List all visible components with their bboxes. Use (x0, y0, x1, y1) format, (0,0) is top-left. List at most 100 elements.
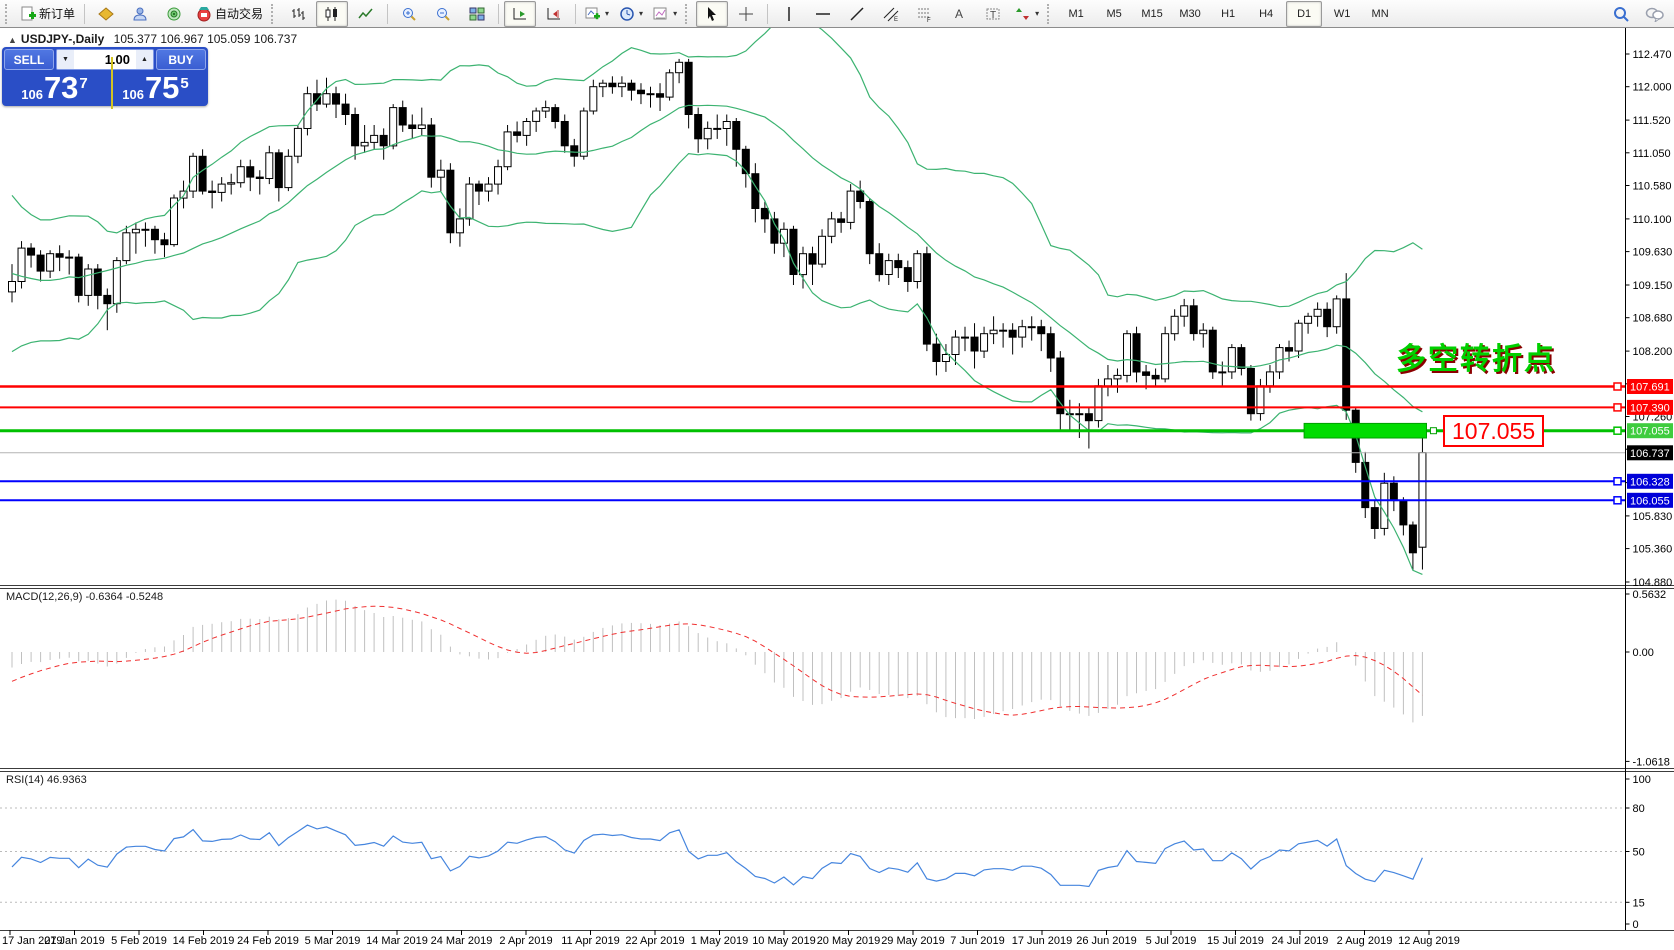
separator (498, 3, 500, 24)
svg-text:T: T (990, 10, 996, 21)
zoom-out-button[interactable] (427, 1, 459, 27)
volume-value[interactable]: 1.00 (104, 52, 130, 67)
periods-clock-button[interactable]: ▾ (615, 1, 647, 27)
timeframe-button-M15[interactable]: M15 (1141, 7, 1163, 20)
new-order-button[interactable]: 新订单 (16, 1, 79, 27)
vertical-line-button[interactable] (773, 1, 805, 27)
new-order-icon (20, 6, 36, 22)
candles-layer (8, 58, 1427, 571)
horizontal-line-objects[interactable] (0, 382, 1625, 505)
auto-scroll-button[interactable] (504, 0, 537, 27)
rsi-line (11, 824, 1423, 888)
svg-text:14 Mar 2019: 14 Mar 2019 (366, 935, 428, 947)
templates-button[interactable]: ▾ (649, 1, 681, 27)
svg-text:107.055: 107.055 (1630, 426, 1670, 438)
svg-text:29 May 2019: 29 May 2019 (881, 935, 945, 947)
buy-price[interactable]: 106 75 5 (105, 71, 206, 103)
turning-point-annotation[interactable]: 多空转折点 (1396, 343, 1556, 377)
svg-text:5 Mar 2019: 5 Mar 2019 (305, 935, 361, 947)
chart-ohlc-values: 105.377 106.967 105.059 106.737 (113, 32, 298, 46)
timeframe-button-MN[interactable]: MN (1371, 7, 1389, 20)
new-chart-button[interactable]: ▾ (581, 1, 613, 27)
text-label-icon: T (985, 6, 1001, 22)
svg-text:20 May 2019: 20 May 2019 (817, 935, 881, 947)
svg-text:17 Jun 2019: 17 Jun 2019 (1012, 935, 1073, 947)
separator (767, 3, 769, 24)
chat-button[interactable] (1639, 1, 1671, 27)
svg-text:106.737: 106.737 (1630, 448, 1670, 460)
volume-increase-button[interactable]: ▲ (136, 50, 153, 69)
collapse-triangle-icon[interactable]: ▲ (8, 35, 17, 45)
chart-candles-button[interactable] (316, 0, 349, 27)
profile-button[interactable] (124, 1, 156, 27)
timeframe-button-M5[interactable]: M5 (1106, 7, 1122, 20)
arrows-button[interactable]: ▾ (1011, 1, 1043, 27)
svg-text:11 Apr 2019: 11 Apr 2019 (561, 935, 620, 947)
cursor-button[interactable] (696, 0, 729, 27)
zoom-in-button[interactable] (393, 1, 425, 27)
cursor-icon (704, 6, 720, 22)
equidistant-channel-icon: E (883, 6, 899, 22)
svg-text:106.328: 106.328 (1630, 476, 1670, 488)
toolbar-grip[interactable] (271, 3, 278, 24)
svg-text:105.360: 105.360 (1633, 544, 1673, 556)
text-button[interactable]: A (943, 1, 975, 27)
highlight-rectangle (1303, 422, 1427, 439)
text-label-button[interactable]: T (977, 1, 1009, 27)
vertical-line-object[interactable] (111, 57, 113, 109)
auto-scroll-icon (512, 6, 528, 22)
price-level-box[interactable]: 107.055 (1443, 414, 1545, 447)
fibonacci-button[interactable]: F (909, 1, 941, 27)
toolbar-grip[interactable] (5, 3, 12, 24)
svg-text:E: E (894, 17, 898, 22)
zoom-out-icon (435, 6, 451, 22)
rsi-axis-labels: 100 80 50 15 0 (1625, 774, 1651, 931)
svg-text:108.200: 108.200 (1633, 346, 1673, 358)
chart-bars-button[interactable] (282, 1, 314, 27)
chart-line-button[interactable] (350, 1, 382, 27)
sell-price[interactable]: 106 73 7 (4, 71, 105, 103)
svg-text:A: A (955, 7, 963, 21)
svg-text:80: 80 (1633, 803, 1645, 815)
trendline-button[interactable] (841, 1, 873, 27)
timeframe-button-D1[interactable]: D1 (1286, 0, 1323, 27)
fibonacci-icon: F (917, 6, 933, 22)
svg-text:100: 100 (1633, 774, 1651, 786)
buy-button[interactable]: BUY (156, 49, 206, 70)
search-button[interactable] (1605, 1, 1637, 27)
svg-text:22 Apr 2019: 22 Apr 2019 (625, 935, 684, 947)
toolbar-grip[interactable] (685, 3, 692, 24)
toolbar-grip[interactable] (1047, 3, 1054, 24)
timeframe-button-W1[interactable]: W1 (1333, 7, 1351, 20)
chart-title: ▲ USDJPY-,Daily 105.377 106.967 105.059 1… (8, 32, 297, 46)
timeframe-button-H1[interactable]: H1 (1221, 7, 1236, 20)
svg-text:12 Aug 2019: 12 Aug 2019 (1398, 935, 1460, 947)
timeframe-button-M1[interactable]: M1 (1068, 7, 1084, 20)
sell-price-pip-digit: 7 (79, 75, 88, 92)
auto-trading-button[interactable]: 自动交易 (192, 1, 267, 27)
volume-decrease-button[interactable]: ▼ (57, 50, 74, 69)
equidistant-channel-button[interactable]: E (875, 1, 907, 27)
chart-symbol-period: USDJPY-,Daily (20, 32, 105, 46)
separator (575, 3, 577, 24)
svg-text:24 Mar 2019: 24 Mar 2019 (431, 935, 493, 947)
signals-button[interactable] (158, 1, 190, 27)
bollinger-bands (11, 28, 1423, 575)
sell-price-handle: 106 (21, 87, 43, 102)
crosshair-button[interactable] (730, 1, 762, 27)
tile-windows-button[interactable] (461, 1, 493, 27)
vertical-line-icon (781, 6, 797, 22)
macd-indicator-label: MACD(12,26,9) -0.6364 -0.5248 (6, 591, 164, 603)
volume-spinner: ▼ 1.00 ▲ (56, 49, 154, 70)
gold-diamond-button[interactable] (90, 1, 122, 27)
svg-text:110.100: 110.100 (1633, 214, 1672, 226)
chart-shift-button[interactable] (538, 1, 570, 27)
svg-text:0.5632: 0.5632 (1633, 589, 1667, 601)
svg-text:105.830: 105.830 (1633, 511, 1673, 523)
timeframe-button-M30[interactable]: M30 (1179, 7, 1201, 20)
buy-price-pip-digit: 5 (180, 75, 189, 92)
horizontal-line-button[interactable] (807, 1, 839, 27)
sell-button[interactable]: SELL (4, 49, 54, 70)
timeframe-button-H4[interactable]: H4 (1259, 7, 1274, 20)
